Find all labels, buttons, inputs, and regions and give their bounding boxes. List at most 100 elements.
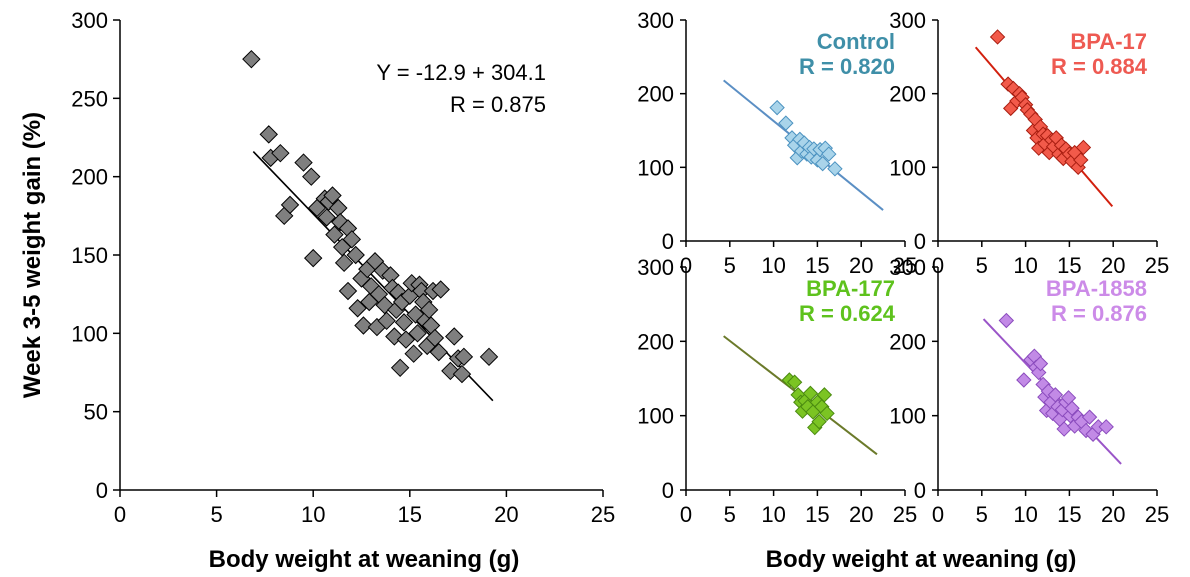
data-point bbox=[280, 195, 300, 215]
data-point bbox=[1064, 400, 1080, 416]
y-tick-label: 200 bbox=[637, 329, 674, 354]
x-tick-label: 25 bbox=[893, 502, 917, 527]
y-tick-label: 100 bbox=[889, 404, 926, 429]
r-value-label: R = 0.624 bbox=[799, 301, 896, 326]
data-point bbox=[802, 385, 819, 402]
data-point bbox=[452, 364, 472, 384]
data-point bbox=[271, 143, 290, 163]
y-tick-label: 300 bbox=[637, 255, 674, 280]
x-tick-label: 10 bbox=[1013, 502, 1037, 527]
data-point bbox=[396, 330, 416, 349]
data-point bbox=[769, 99, 785, 116]
y-tick-label: 0 bbox=[662, 229, 674, 254]
x-tick-label: 25 bbox=[1145, 253, 1169, 278]
data-point bbox=[425, 328, 445, 348]
data-point bbox=[1073, 152, 1089, 168]
y-tick-label: 100 bbox=[889, 155, 926, 180]
data-point bbox=[1075, 139, 1092, 156]
y-tick-label: 0 bbox=[914, 478, 926, 503]
data-point bbox=[390, 358, 410, 378]
x-tick-label: 10 bbox=[301, 502, 325, 527]
x-tick-label: 5 bbox=[210, 502, 222, 527]
x-tick-label: 20 bbox=[494, 502, 518, 527]
data-point bbox=[429, 342, 448, 362]
x-tick-label: 5 bbox=[976, 253, 988, 278]
data-point bbox=[431, 280, 450, 299]
data-point bbox=[827, 161, 843, 177]
data-point bbox=[377, 311, 396, 331]
x-tick-label: 15 bbox=[1057, 502, 1081, 527]
data-point bbox=[989, 29, 1006, 45]
data-point bbox=[819, 405, 835, 422]
y-tick-label: 300 bbox=[71, 8, 108, 33]
data-point bbox=[394, 313, 414, 332]
x-tick-label: 20 bbox=[849, 253, 873, 278]
x-tick-label: 10 bbox=[1013, 253, 1037, 278]
series-name-label: Control bbox=[817, 29, 895, 54]
y-tick-label: 300 bbox=[637, 8, 674, 33]
y-tick-label: 100 bbox=[637, 155, 674, 180]
data-point bbox=[323, 186, 342, 205]
y-tick-label: 200 bbox=[637, 82, 674, 107]
data-point bbox=[354, 316, 373, 335]
x-tick-label: 0 bbox=[680, 253, 692, 278]
data-point bbox=[811, 413, 827, 430]
panel-main: 0 50 100 150 200 250 300 0 5 10 15 20 25 Y = -12.9 + … bbox=[71, 8, 615, 527]
data-point bbox=[408, 324, 427, 343]
x-tick-label: 10 bbox=[761, 502, 785, 527]
x-tick-label: 0 bbox=[932, 253, 944, 278]
data-point bbox=[334, 253, 354, 273]
x-tick-label: 15 bbox=[805, 253, 829, 278]
y-tick-label: 0 bbox=[914, 229, 926, 254]
data-point bbox=[445, 327, 464, 346]
y-tick-label: 200 bbox=[889, 82, 926, 107]
data-point bbox=[998, 312, 1015, 329]
x-tick-label: 15 bbox=[1057, 253, 1081, 278]
series-name-label: BPA-177 bbox=[806, 276, 895, 301]
x-tick-label: 0 bbox=[114, 502, 126, 527]
data-point bbox=[325, 225, 344, 244]
x-tick-label: 5 bbox=[724, 502, 736, 527]
x-tick-label: 20 bbox=[849, 502, 873, 527]
x-tick-label: 25 bbox=[591, 502, 615, 527]
r-value-label: R = 0.820 bbox=[799, 54, 895, 79]
panel-top-right: 0 100 200 300 0 5 10 15 20 25 BPA-17R = 0.884 bbox=[889, 8, 1169, 278]
x-tick-label: 15 bbox=[398, 502, 422, 527]
x-tick-label: 0 bbox=[680, 502, 692, 527]
x-axis-title-main: Body weight at weaning (g) bbox=[209, 546, 520, 573]
r-value-label: R = 0.876 bbox=[1051, 301, 1147, 326]
data-point bbox=[348, 299, 367, 318]
data-point bbox=[338, 281, 358, 301]
x-tick-label: 25 bbox=[1145, 502, 1169, 527]
x-tick-label: 10 bbox=[761, 253, 785, 278]
y-tick-label: 200 bbox=[71, 165, 108, 190]
series-name-label: BPA-17 bbox=[1070, 29, 1147, 54]
x-tick-label: 15 bbox=[805, 502, 829, 527]
x-tick-label: 5 bbox=[976, 502, 988, 527]
y-tick-label: 300 bbox=[889, 8, 926, 33]
data-point bbox=[1081, 409, 1098, 425]
data-point bbox=[479, 347, 499, 367]
y-tick-label: 100 bbox=[71, 321, 108, 346]
data-point bbox=[786, 374, 803, 390]
data-point bbox=[303, 248, 323, 268]
x-tick-label: 25 bbox=[893, 253, 917, 278]
y-tick-label: 200 bbox=[889, 329, 926, 354]
equation-label: Y = -12.9 + 304.1 bbox=[376, 60, 546, 85]
r-value-label: R = 0.884 bbox=[1051, 54, 1148, 79]
x-tick-label: 5 bbox=[724, 253, 736, 278]
data-point bbox=[242, 49, 261, 69]
data-point bbox=[404, 344, 423, 363]
data-point bbox=[1016, 372, 1032, 388]
y-tick-label: 150 bbox=[71, 243, 108, 268]
data-point bbox=[259, 125, 278, 144]
y-tick-label: 0 bbox=[96, 478, 108, 503]
data-point bbox=[816, 387, 833, 403]
y-tick-label: 0 bbox=[662, 478, 674, 503]
x-tick-label: 20 bbox=[1101, 253, 1125, 278]
x-axis-title-small: Body weight at weaning (g) bbox=[766, 546, 1077, 573]
r-value-label: R = 0.875 bbox=[450, 92, 546, 117]
